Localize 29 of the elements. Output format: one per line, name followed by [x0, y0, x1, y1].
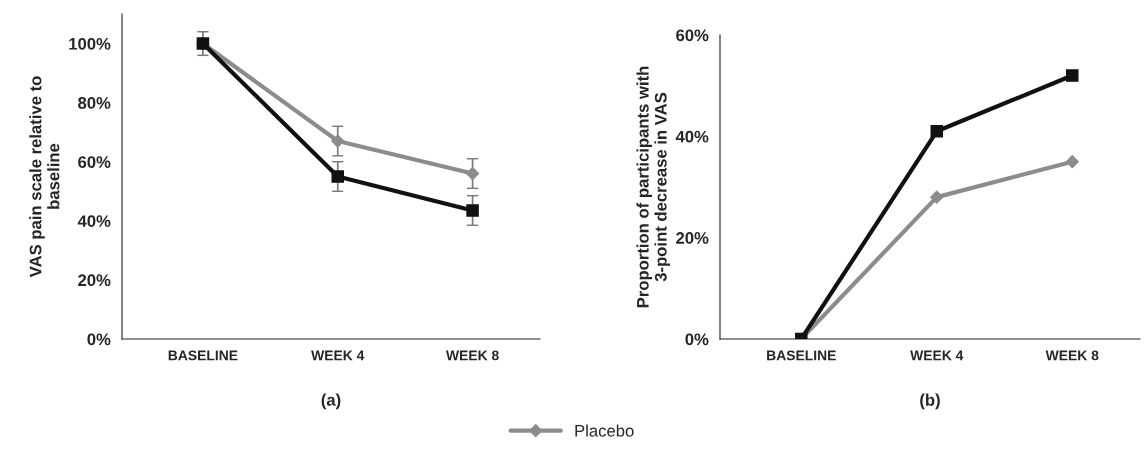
point [465, 166, 480, 181]
x-tick-label: WEEK 4 [910, 350, 964, 361]
y-tick-label: 20% [676, 232, 709, 244]
y-tick-label: 20% [78, 274, 111, 287]
point [930, 125, 944, 138]
x-axis-title: (a) [321, 393, 341, 410]
x-tick-label: WEEK 4 [311, 350, 365, 361]
y-axis-title: Proportion of participants with 3-point decrease in VAS [636, 66, 670, 308]
x-tick-label: BASELINE [767, 350, 836, 361]
point [466, 204, 479, 217]
y-tick-label: 0% [87, 333, 111, 346]
y-tick-label: 40% [675, 130, 709, 143]
y-tick-label: 80% [78, 97, 111, 109]
point [331, 134, 345, 148]
x-tick-label: BASELINE [168, 350, 238, 361]
point [1065, 155, 1079, 169]
y-tick-label: 60% [676, 29, 709, 42]
point [1066, 69, 1079, 82]
x-axis-title: (b) [920, 393, 940, 410]
x-tick-label: WEEK 8 [445, 350, 499, 361]
y-tick-label: 100% [69, 37, 111, 50]
y-tick-label: 40% [77, 215, 111, 228]
x-tick-label: WEEK 8 [1045, 350, 1099, 361]
y-axis-title: VAS pain scale relative to baseline [29, 76, 60, 278]
point [331, 170, 344, 183]
legend-label: Placebo [575, 424, 634, 437]
y-tick-label: 60% [78, 156, 111, 168]
point [930, 190, 944, 204]
y-tick-label: 0% [685, 333, 709, 346]
